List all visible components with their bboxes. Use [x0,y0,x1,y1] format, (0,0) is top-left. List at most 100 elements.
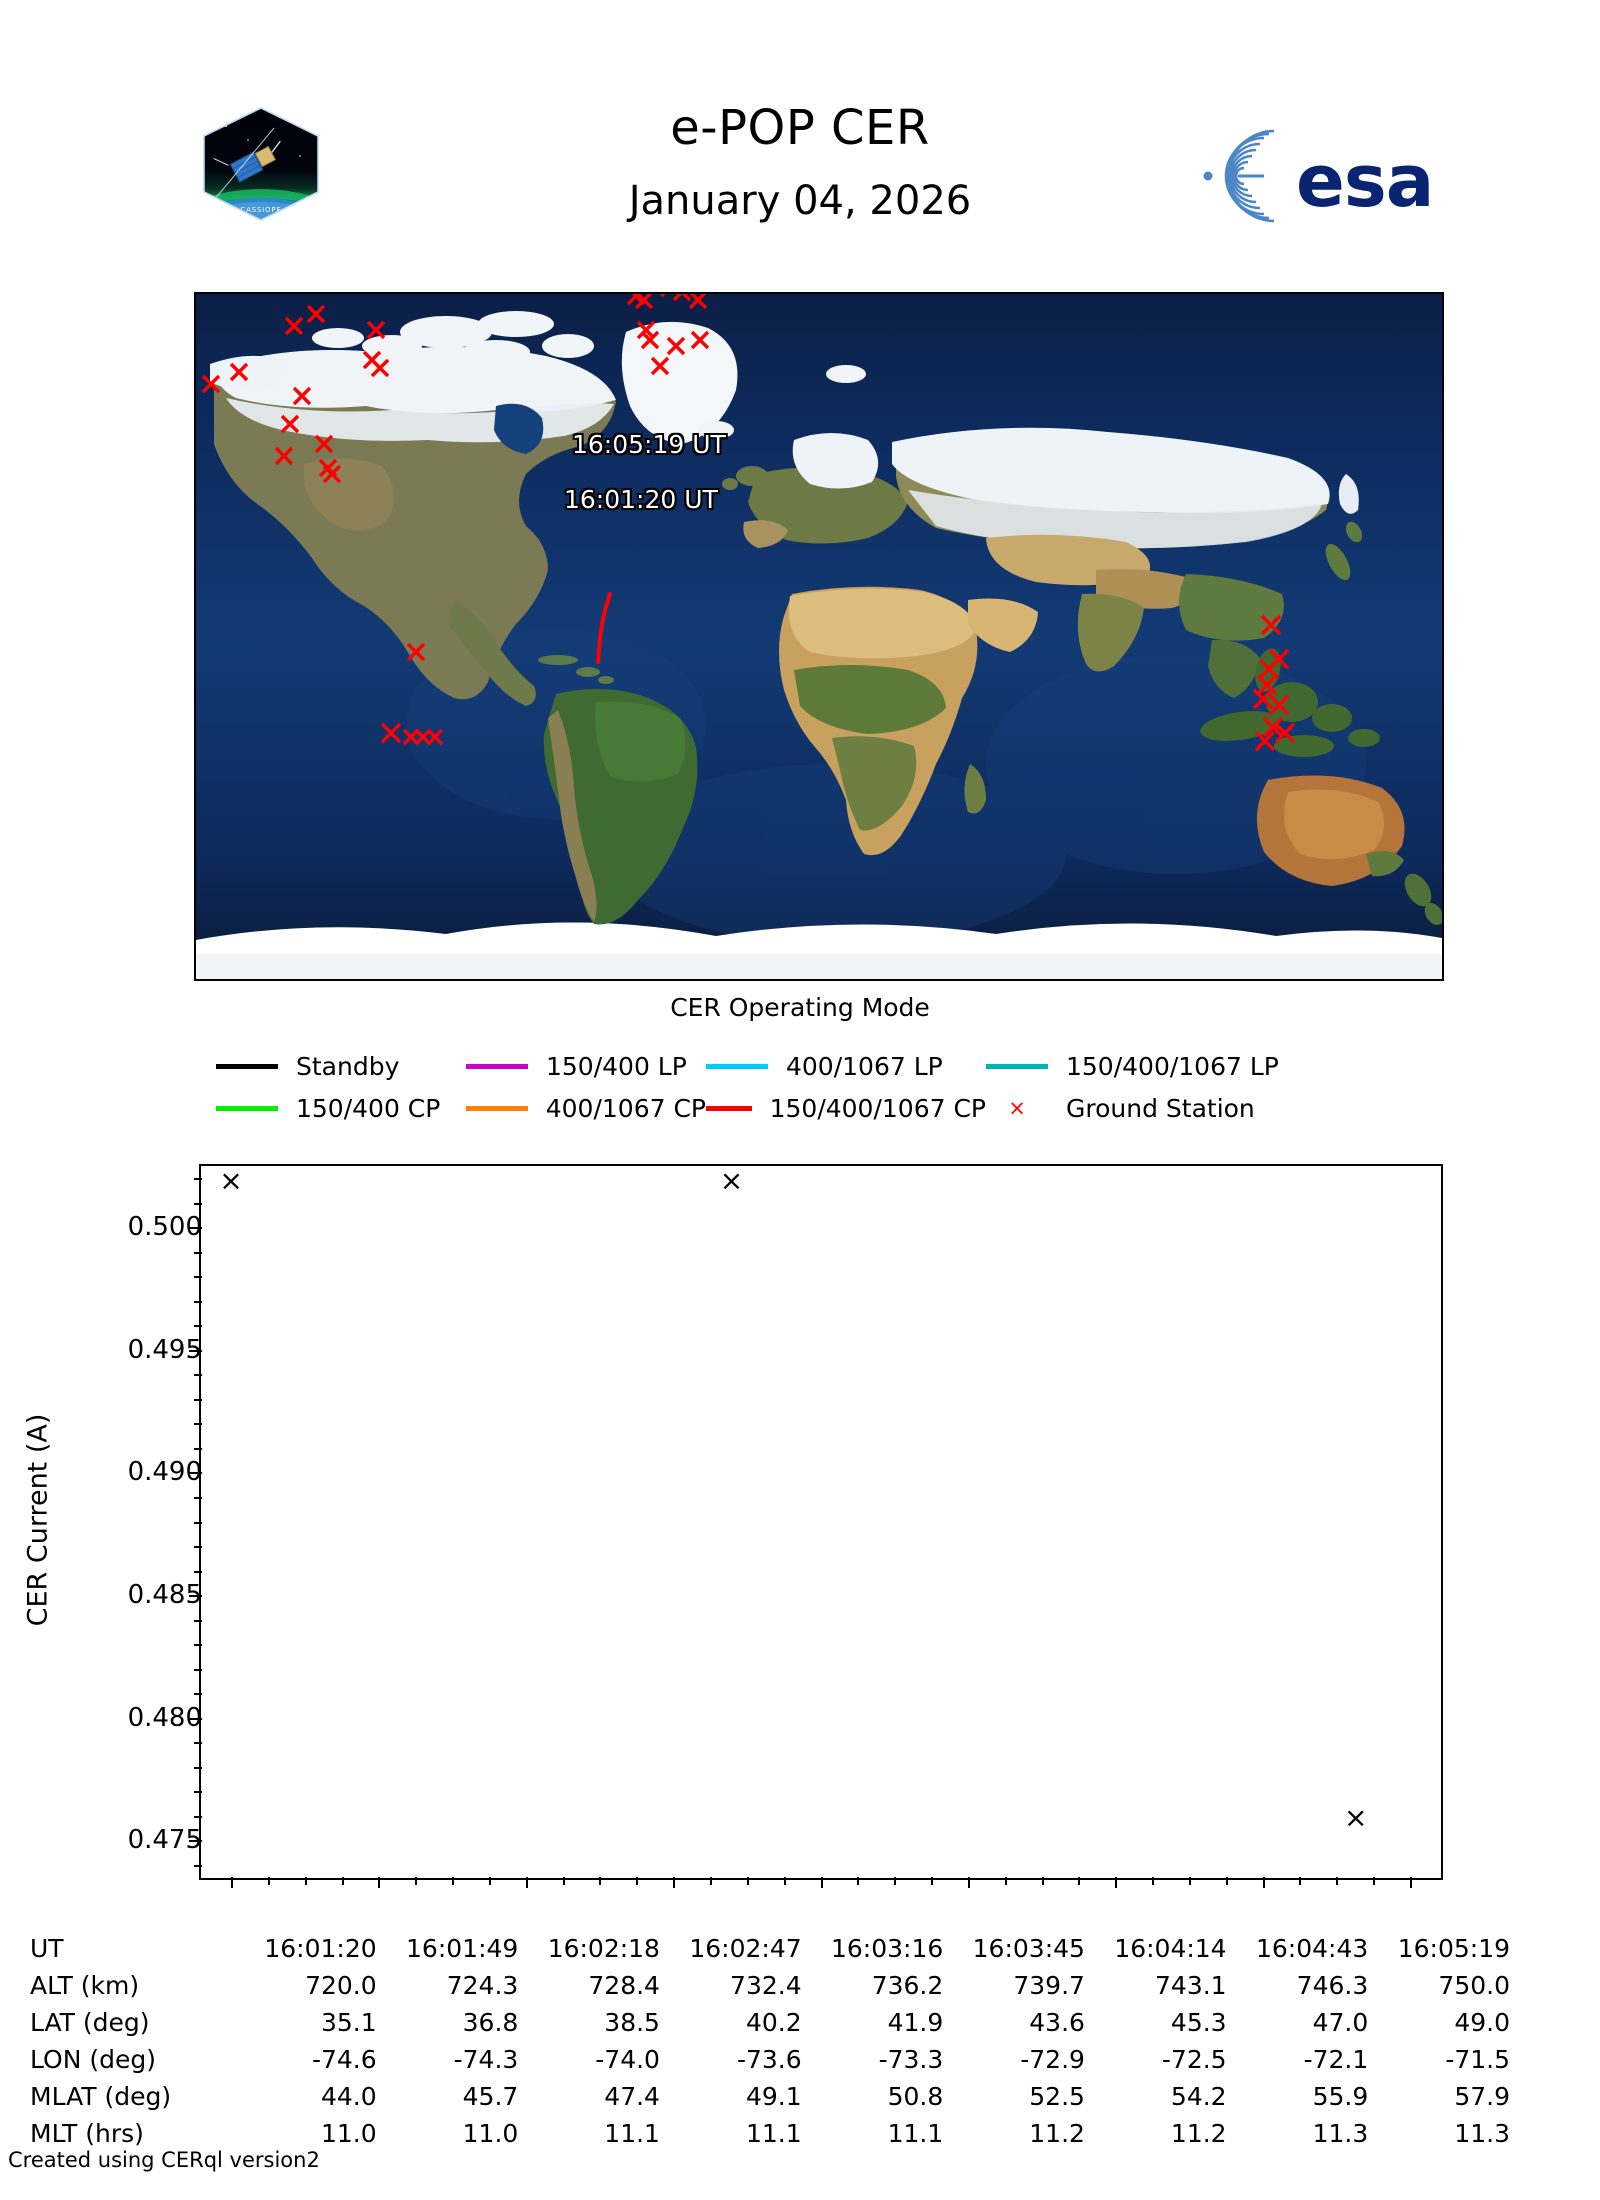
table-cell: 50.8 [887,2082,944,2111]
y-tick-minor [194,1496,202,1499]
x-tick-minor [1041,1877,1044,1885]
data-point-marker: × [1344,1801,1368,1835]
esa-wordmark: esa [1296,139,1433,223]
y-tick-minor [194,1742,202,1745]
map-annotation-start-time: 16:01:20 UT [564,485,718,514]
table-cell: -72.9 [1020,2045,1085,2074]
table-row: MLAT (deg) 44.0 45.7 47.4 49.1 50.8 52.5 54.2 55… [30,2078,1510,2115]
table-cell: 16:02:18 [547,1934,660,1963]
page-title: e-POP CER [670,100,930,156]
table-cell: 16:05:19 [1397,1934,1510,1963]
table-cell: 750.0 [1438,1971,1510,2000]
x-tick-major [1262,1877,1265,1888]
map-graphic [196,294,1442,979]
table-row-label: LON (deg) [30,2045,156,2074]
table-cell: 40.2 [745,2008,802,2037]
legend-item-150-400-1067-cp: 150/400/1067 CP [706,1094,986,1123]
table-row-label: LAT (deg) [30,2008,150,2037]
y-tick-minor [194,1276,202,1279]
y-tick-minor [194,1374,202,1377]
table-row: LON (deg) -74.6 -74.3 -74.0 -73.6 -73.3 -72.9 -… [30,2041,1510,2078]
x-tick-minor [1299,1877,1302,1885]
y-tick-minor [194,1398,202,1401]
table-cell: 36.8 [462,2008,519,2037]
legend-swatch-150-400-cp [216,1105,278,1111]
legend-label-150-400-1067-lp: 150/400/1067 LP [1066,1051,1279,1081]
y-tick-major [189,1595,202,1598]
y-tick-minor [194,1423,202,1426]
table-cell: 45.3 [1170,2008,1227,2037]
table-cell: 11.1 [604,2119,660,2148]
table-cell: 16:01:49 [406,1934,519,1963]
legend: Standby 150/400 LP 400/1067 LP 150/400/1… [216,1045,1446,1129]
legend-item-ground-station: × Ground Station [986,1094,1255,1123]
cassiope-logo: CASSIOPE [196,104,326,224]
x-tick-minor [894,1877,897,1885]
x-tick-minor [341,1877,344,1885]
y-tick-minor [194,1570,202,1573]
y-tick-minor [194,1251,202,1254]
y-tick-minor [194,1325,202,1328]
x-tick-minor [1152,1877,1155,1885]
x-tick-minor [783,1877,786,1885]
table-cell: 11.1 [745,2119,802,2148]
table-cell: -74.6 [311,2045,377,2074]
map-annotation-end-time: 16:05:19 UT [572,430,726,459]
table-cell: 724.3 [446,1971,519,2000]
legend-label-150-400-cp: 150/400 CP [296,1093,441,1123]
x-tick-major [1410,1877,1412,1888]
legend-swatch-400-1067-lp [706,1063,768,1069]
x-tick-minor [1004,1877,1007,1885]
table-cell: 35.1 [320,2008,377,2037]
table-cell: 11.0 [320,2119,377,2148]
legend-row-2: 150/400 CP 400/1067 CP 150/400/1067 CP ×… [216,1087,1446,1129]
x-tick-minor [488,1877,491,1885]
table-cell: 11.1 [887,2119,944,2148]
data-point-marker: × [219,1163,243,1197]
legend-item-400-1067-cp: 400/1067 CP [466,1094,706,1123]
y-tick-major [189,1227,202,1230]
table-cell: 720.0 [305,1971,377,2000]
table-cell: 16:03:16 [831,1934,944,1963]
table-cell: -71.5 [1445,2045,1510,2074]
y-tick-minor [194,1619,202,1622]
x-tick-minor [636,1877,639,1885]
table-cell: 16:01:20 [264,1934,377,1963]
x-tick-minor [1188,1877,1191,1885]
table-cell: 739.7 [1013,1971,1085,2000]
y-tick-minor [194,1178,202,1181]
x-tick-minor [452,1877,455,1885]
y-tick-minor [194,1791,202,1794]
y-tick-major [189,1349,202,1352]
table-cell: -72.1 [1303,2045,1369,2074]
x-tick-minor [562,1877,565,1885]
y-tick-minor [194,1693,202,1696]
table-cell: 736.2 [871,1971,944,2000]
x-tick-minor [709,1877,712,1885]
legend-item-standby: Standby [216,1052,466,1081]
table-cell: 57.9 [1454,2082,1510,2111]
x-tick-major [673,1877,676,1888]
x-tick-minor [1225,1877,1228,1885]
svg-text:CASSIOPE: CASSIOPE [240,206,281,214]
table-cell: 47.4 [604,2082,660,2111]
table-cell: 11.2 [1029,2119,1085,2148]
table-cell: -74.3 [453,2045,519,2074]
map-caption: CER Operating Mode [670,993,930,1022]
y-tick-major [189,1472,202,1475]
y-tick-label: 0.485 [127,1580,202,1611]
table-cell: 11.2 [1170,2119,1227,2148]
world-map[interactable]: 16:05:19 UT 16:01:20 UT [194,292,1444,981]
page-date: January 04, 2026 [628,178,972,224]
legend-swatch-150-400-lp [466,1063,528,1069]
table-row: MLT (hrs) 11.0 11.0 11.1 11.1 11.1 11.2 11.2 11.… [30,2115,1510,2152]
x-tick-minor [415,1877,418,1885]
footer-credit: Created using CERql version2 [8,2148,320,2172]
plot-area[interactable]: 0.500 0.495 0.490 0.485 0.480 0.475 × × × [128,1163,1443,1888]
x-tick-minor [304,1877,307,1885]
table-cell: 11.0 [462,2119,519,2148]
y-tick-major [189,1717,202,1720]
legend-label-150-400-1067-cp: 150/400/1067 CP [769,1093,986,1123]
x-tick-minor [267,1877,270,1885]
legend-label-400-1067-lp: 400/1067 LP [786,1051,943,1081]
